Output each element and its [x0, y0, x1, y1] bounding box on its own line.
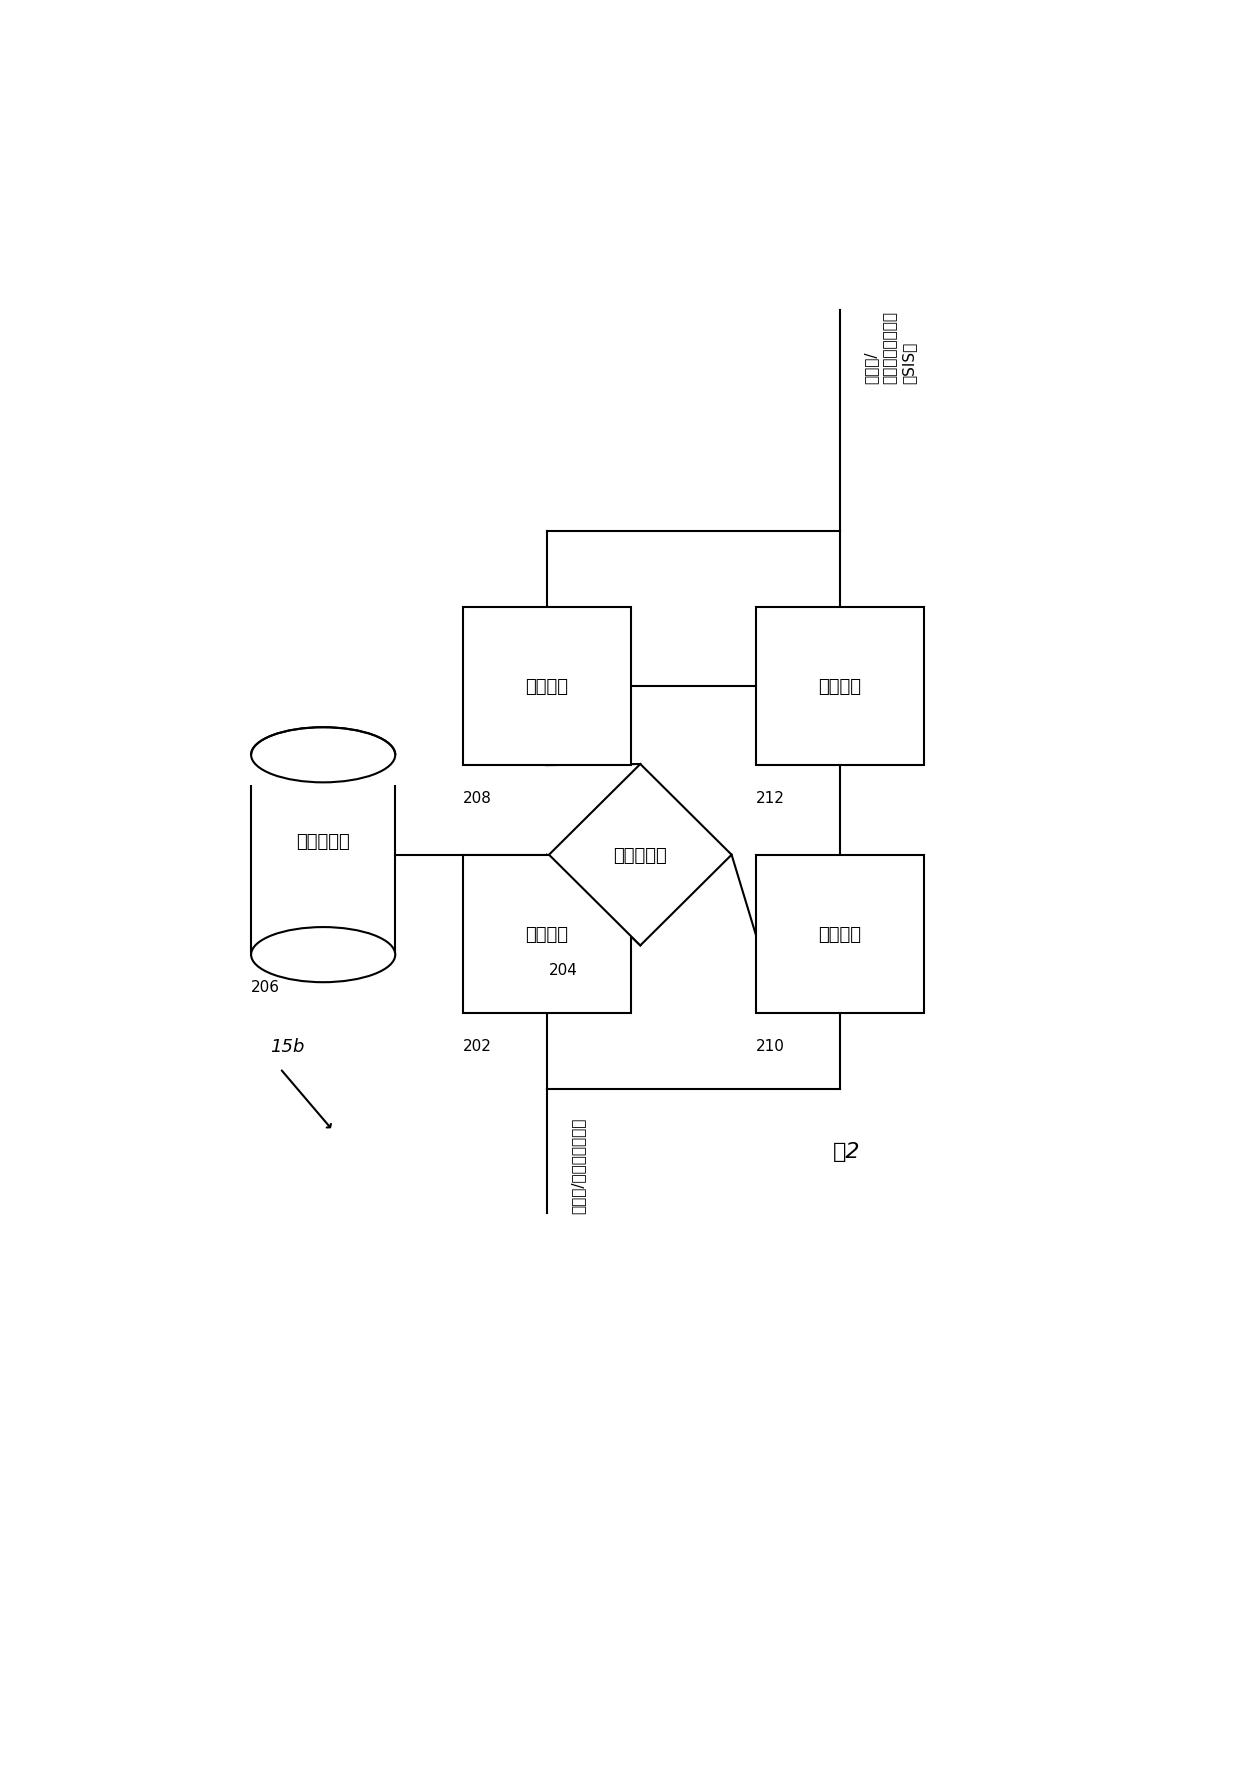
Text: 202: 202 [463, 1038, 491, 1054]
Text: 包传送器: 包传送器 [525, 678, 568, 696]
Text: 15b: 15b [270, 1038, 305, 1056]
Bar [755, 855, 924, 1014]
Bar [463, 606, 631, 766]
Text: 图2: 图2 [833, 1141, 861, 1161]
Ellipse shape [250, 927, 396, 982]
Text: 连接至/
自安全仪表化系统
（SIS）: 连接至/ 自安全仪表化系统 （SIS） [864, 311, 916, 385]
Bar [247, 755, 401, 785]
Text: 208: 208 [463, 791, 491, 805]
Bar [463, 855, 631, 1014]
Bar [755, 606, 924, 766]
Text: 212: 212 [755, 791, 785, 805]
Text: 包接收器: 包接收器 [525, 925, 568, 943]
Ellipse shape [250, 728, 396, 784]
Text: 签名数据库: 签名数据库 [296, 832, 350, 850]
Text: 包接收器: 包接收器 [818, 678, 862, 696]
Text: 签名分析器: 签名分析器 [614, 846, 667, 864]
Text: 210: 210 [755, 1038, 785, 1054]
Polygon shape [549, 764, 732, 946]
Bar [250, 755, 396, 955]
Text: 204: 204 [549, 962, 578, 977]
Ellipse shape [250, 728, 396, 784]
Text: 包传送器: 包传送器 [818, 925, 862, 943]
Text: 206: 206 [250, 980, 280, 995]
Text: 连接至/自过程控制系统: 连接至/自过程控制系统 [570, 1116, 585, 1213]
